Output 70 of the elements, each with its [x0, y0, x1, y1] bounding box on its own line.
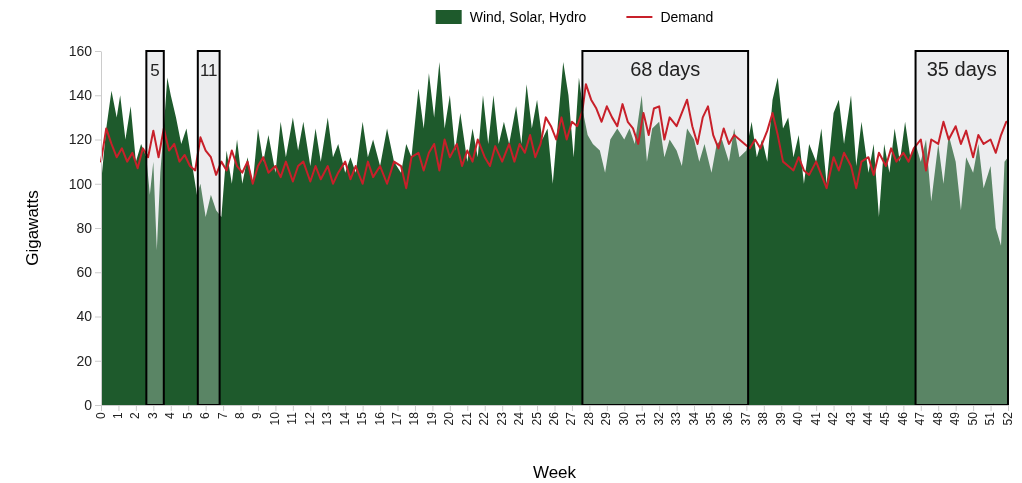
x-tick-label: 34	[686, 411, 701, 426]
y-tick-label: 100	[68, 175, 93, 192]
legend-label: Wind, Solar, Hydro	[469, 9, 587, 25]
line-series	[100, 83, 1008, 190]
x-axis-title: Week	[532, 463, 577, 482]
x-tick-label: 3	[145, 411, 160, 419]
x-tick-label: 27	[564, 411, 579, 426]
x-tick-label: 42	[826, 411, 841, 426]
x-tick-label: 22	[477, 411, 492, 426]
y-tick-label: 20	[76, 352, 93, 369]
x-tick-label: 41	[808, 411, 823, 426]
x-tick-label: 31	[634, 411, 649, 426]
x-tick-label: 33	[669, 411, 684, 426]
x-tick-label: 4	[163, 411, 178, 419]
y-tick-label: 40	[76, 308, 93, 325]
x-tick-label: 30	[616, 411, 631, 426]
y-tick-label: 80	[76, 219, 93, 236]
band-label: 68 days	[630, 58, 701, 80]
x-tick-label: 35	[703, 411, 718, 426]
x-tick-label: 0	[93, 411, 108, 419]
x-tick-label: 18	[407, 411, 422, 426]
x-tick-label: 7	[215, 411, 230, 419]
x-tick-label: 26	[547, 411, 561, 426]
x-tick-label: 52	[1000, 411, 1015, 426]
x-tick-label: 32	[651, 411, 666, 426]
x-tick-label: 40	[791, 411, 806, 426]
x-tick-label: 11	[285, 411, 300, 425]
y-tick-label: 120	[68, 131, 93, 148]
band-label: 5	[150, 61, 160, 80]
x-tick-label: 37	[738, 411, 753, 426]
x-tick-label: 50	[965, 411, 980, 426]
x-tick-label: 25	[529, 411, 544, 426]
x-tick-label: 23	[494, 411, 509, 426]
x-tick-label: 38	[756, 411, 771, 426]
x-tick-label: 15	[355, 411, 370, 426]
x-tick-label: 48	[930, 411, 945, 426]
x-tick-label: 49	[948, 411, 963, 426]
x-tick-label: 43	[843, 411, 858, 426]
y-tick-label: 140	[68, 87, 93, 104]
band-label: 35 days	[926, 58, 997, 80]
x-tick-label: 45	[878, 411, 893, 426]
x-tick-label: 12	[302, 411, 317, 426]
x-tick-label: 10	[267, 411, 282, 426]
x-tick-label: 36	[721, 411, 736, 426]
band-label: 11	[199, 61, 218, 80]
x-tick-label: 44	[860, 411, 875, 426]
y-axis-title: Gigawatts	[23, 190, 42, 266]
x-tick-label: 8	[233, 411, 248, 419]
x-tick-label: 14	[337, 411, 352, 426]
y-tick-label: 160	[68, 42, 93, 59]
x-tick-label: 20	[442, 411, 457, 426]
legend-label: Demand	[660, 9, 714, 25]
x-tick-label: 19	[424, 411, 439, 426]
x-tick-label: 51	[983, 411, 998, 426]
x-tick-label: 24	[512, 411, 527, 426]
y-tick-label: 60	[76, 264, 93, 281]
x-tick-label: 47	[913, 411, 928, 426]
x-tick-label: 28	[581, 411, 596, 426]
x-tick-label: 16	[372, 411, 387, 426]
x-tick-label: 39	[773, 411, 788, 426]
x-tick-label: 6	[198, 411, 213, 419]
x-tick-label: 17	[390, 411, 405, 426]
x-tick-label: 9	[250, 411, 265, 419]
x-tick-label: 46	[895, 411, 910, 426]
x-tick-label: 5	[180, 411, 195, 419]
x-tick-label: 13	[320, 411, 335, 426]
x-tick-label: 2	[128, 411, 143, 419]
x-tick-label: 1	[110, 411, 125, 419]
x-tick-label: 21	[459, 411, 474, 426]
x-tick-label: 29	[599, 411, 614, 426]
